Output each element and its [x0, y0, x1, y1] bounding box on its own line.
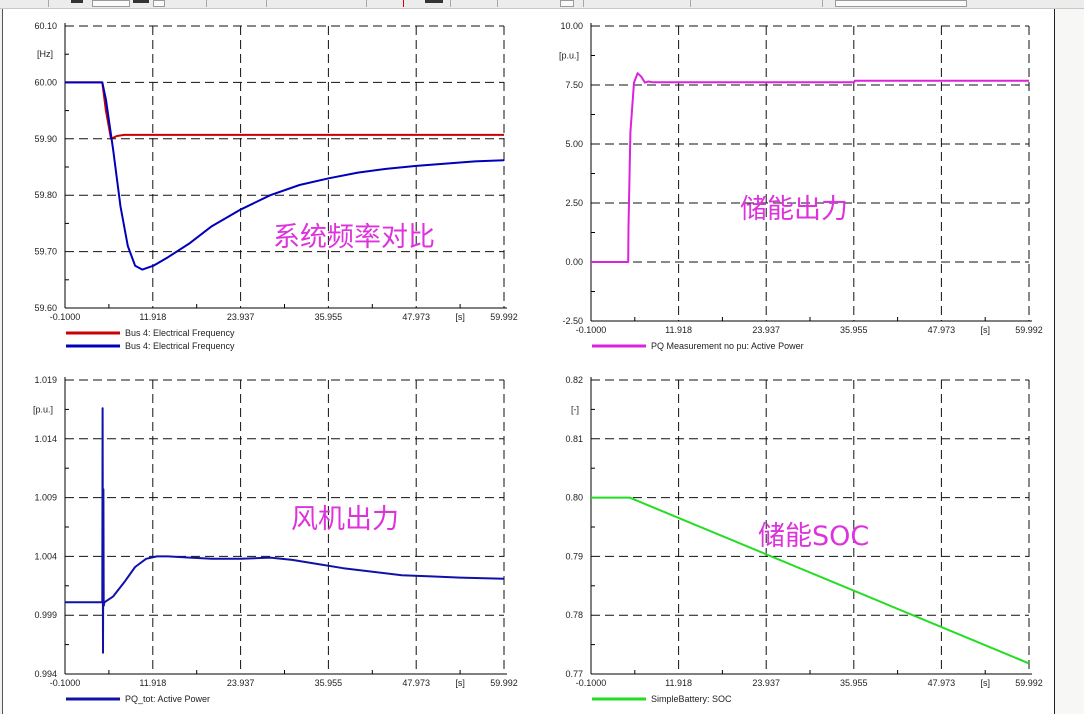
- y-tick-label: -2.50: [562, 316, 583, 326]
- x-tick-label: 47.973: [402, 678, 430, 688]
- x-tick-label: 35.955: [840, 325, 868, 335]
- legend-label: Bus 4: Electrical Frequency: [125, 341, 235, 351]
- toolbar-button[interactable]: [560, 0, 574, 7]
- chart-annotation: 储能SOC: [758, 521, 869, 552]
- legend-label: SimpleBattery: SOC: [651, 694, 732, 704]
- legend-label: PQ Measurement no pu: Active Power: [651, 341, 804, 351]
- data-series-line: [591, 496, 1030, 665]
- storage-power-chart: 10.00 7.50 5.00 2.50 0.00 -2.50 [p.u.] -0.1000 1…: [559, 21, 1043, 351]
- y-tick-label: 0.80: [565, 493, 583, 503]
- x-tick-label: 59.992: [490, 312, 518, 322]
- x-tick-label: 23.937: [227, 312, 255, 322]
- frequency-chart: 60.10 60.00 59.90 59.80 59.70 59.60 [Hz] -0.100…: [34, 21, 517, 351]
- toolbar-separator: [583, 0, 584, 7]
- x-tick-label: 11.918: [139, 312, 166, 322]
- toolbar-separator: [266, 0, 267, 7]
- y-tick-label: 0.81: [565, 434, 583, 444]
- x-tick-label: 11.918: [665, 325, 692, 335]
- toolbar-separator: [690, 0, 691, 7]
- x-unit-label: [s]: [980, 325, 990, 335]
- y-tick-label: 2.50: [565, 198, 583, 208]
- x-tick-label: 47.973: [928, 325, 956, 335]
- toolbar-separator: [206, 0, 207, 7]
- data-series-line: [65, 407, 505, 654]
- y-unit-label: [p.u.]: [33, 404, 53, 414]
- x-unit-label: [s]: [455, 678, 465, 688]
- x-tick-label: 35.955: [315, 678, 343, 688]
- x-tick-label: 59.992: [1015, 325, 1043, 335]
- x-unit-label: [s]: [455, 312, 465, 322]
- x-tick-label: 23.937: [227, 678, 255, 688]
- x-tick-label: 59.992: [1015, 678, 1043, 688]
- y-tick-label: 0.82: [565, 375, 583, 385]
- data-series-line: [591, 72, 1029, 263]
- x-tick-label: 11.918: [665, 678, 692, 688]
- toolbar: [0, 0, 1084, 9]
- toolbar-button[interactable]: [425, 0, 443, 3]
- y-tick-label: 59.80: [34, 190, 57, 200]
- toolbar-separator: [48, 0, 49, 7]
- toolbar-separator: [822, 0, 823, 7]
- legend-label: Bus 4: Electrical Frequency: [125, 328, 235, 338]
- y-tick-label: 1.009: [34, 493, 57, 503]
- toolbar-dropdown[interactable]: [835, 0, 967, 7]
- toolbar-button[interactable]: [153, 0, 165, 7]
- y-unit-label: [Hz]: [37, 49, 53, 59]
- x-tick-label: -0.1000: [50, 312, 81, 322]
- legend-label: PQ_tot: Active Power: [125, 694, 210, 704]
- y-tick-label: 1.019: [34, 375, 57, 385]
- x-tick-label: 11.918: [139, 678, 166, 688]
- y-tick-label: 0.79: [565, 551, 583, 561]
- x-tick-label: -0.1000: [576, 325, 607, 335]
- toolbar-separator: [366, 0, 367, 7]
- y-tick-label: 7.50: [565, 80, 583, 90]
- x-tick-label: -0.1000: [576, 678, 607, 688]
- y-tick-label: 0.00: [565, 257, 583, 267]
- y-tick-label: 0.77: [565, 669, 583, 679]
- chart-annotation: 系统频率对比: [273, 222, 435, 253]
- storage-soc-chart: 0.82 0.81 0.80 0.79 0.78 0.77 [-] -0.1000 11.918…: [565, 375, 1042, 704]
- x-tick-label: 23.937: [752, 678, 780, 688]
- x-unit-label: [s]: [980, 678, 990, 688]
- y-tick-label: 0.999: [34, 610, 57, 620]
- x-tick-label: 35.955: [840, 678, 868, 688]
- data-series-line: [65, 81, 504, 140]
- x-tick-label: 35.955: [315, 312, 343, 322]
- y-tick-label: 5.00: [565, 139, 583, 149]
- toolbar-button[interactable]: [133, 0, 149, 3]
- chart-annotation: 储能出力: [740, 194, 848, 225]
- y-tick-label: 60.00: [34, 77, 57, 87]
- y-tick-label: 10.00: [560, 21, 583, 31]
- x-tick-label: 47.973: [402, 312, 430, 322]
- y-tick-label: 1.014: [34, 434, 57, 444]
- y-unit-label: [-]: [571, 404, 579, 414]
- y-tick-label: 60.10: [34, 21, 57, 31]
- x-tick-label: -0.1000: [50, 678, 81, 688]
- y-tick-label: 0.78: [565, 610, 583, 620]
- data-series-line: [65, 81, 505, 271]
- y-tick-label: 59.70: [34, 247, 57, 257]
- toolbar-dropdown[interactable]: [92, 0, 130, 7]
- toolbar-separator: [450, 0, 451, 7]
- toolbar-marker: [403, 0, 404, 7]
- x-tick-label: 47.973: [928, 678, 956, 688]
- x-tick-label: 59.992: [490, 678, 518, 688]
- y-tick-label: 59.60: [34, 303, 57, 313]
- plot-canvas: [2, 9, 1055, 714]
- wind-power-chart: 1.019 1.014 1.009 1.004 0.999 0.994 [p.u.] -0.1…: [33, 375, 518, 704]
- y-tick-label: 59.90: [34, 134, 57, 144]
- chart-annotation: 风机出力: [291, 504, 399, 535]
- x-tick-label: 23.937: [752, 325, 780, 335]
- y-tick-label: 0.994: [34, 669, 57, 679]
- toolbar-button[interactable]: [71, 0, 83, 3]
- toolbar-separator: [497, 0, 498, 7]
- y-unit-label: [p.u.]: [559, 51, 579, 61]
- side-panel: [1055, 9, 1084, 714]
- y-tick-label: 1.004: [34, 551, 57, 561]
